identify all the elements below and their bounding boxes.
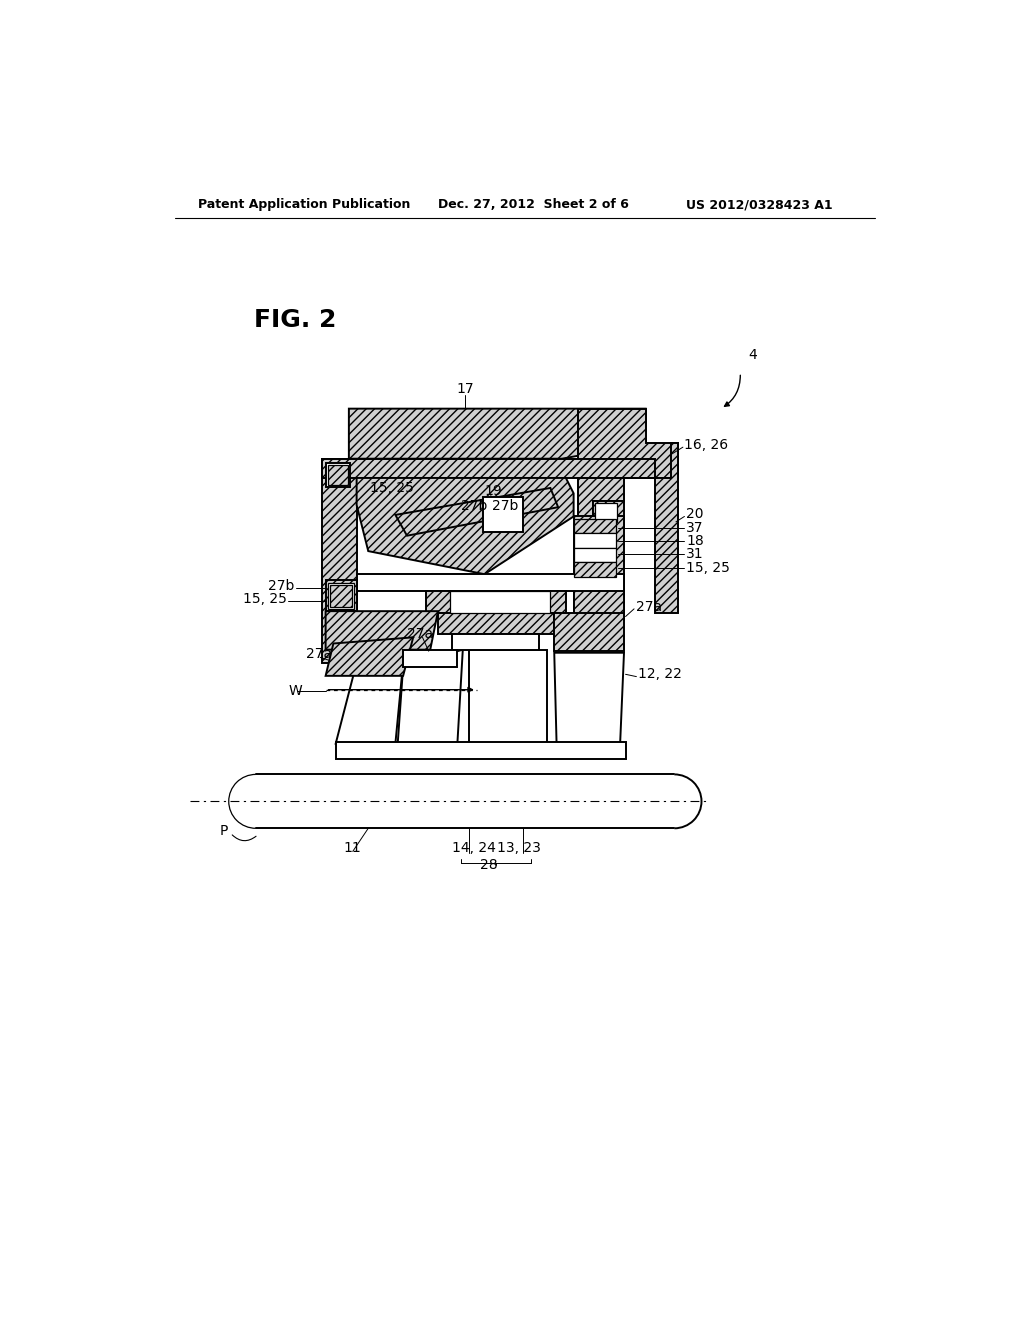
Polygon shape [356, 478, 573, 574]
Polygon shape [336, 663, 403, 743]
Polygon shape [578, 409, 678, 478]
Text: 27b: 27b [493, 499, 518, 513]
Text: 16, 26: 16, 26 [684, 438, 728, 451]
Polygon shape [438, 612, 554, 635]
Text: 17: 17 [457, 383, 474, 396]
Polygon shape [326, 611, 438, 649]
Text: 15, 25: 15, 25 [370, 480, 414, 495]
Text: US 2012/0328423 A1: US 2012/0328423 A1 [686, 198, 833, 211]
Text: 12, 22: 12, 22 [638, 668, 682, 681]
Polygon shape [578, 478, 624, 520]
Bar [452, 635, 539, 649]
Bar [403, 649, 458, 667]
FancyArrowPatch shape [725, 375, 740, 407]
Bar [573, 562, 616, 577]
Text: 27a: 27a [306, 647, 333, 660]
Text: 4: 4 [748, 347, 757, 362]
Polygon shape [322, 459, 356, 663]
Bar [573, 548, 616, 562]
Polygon shape [326, 638, 414, 676]
Polygon shape [573, 516, 624, 620]
Bar [336, 742, 627, 759]
Text: 15, 25: 15, 25 [243, 591, 287, 606]
Polygon shape [395, 488, 558, 536]
Polygon shape [322, 459, 655, 478]
Polygon shape [397, 649, 463, 743]
Text: Patent Application Publication: Patent Application Publication [198, 198, 411, 211]
Bar [328, 582, 354, 609]
Text: P: P [219, 824, 227, 838]
Text: 27b: 27b [461, 499, 487, 513]
Bar [326, 581, 356, 611]
Polygon shape [349, 409, 646, 459]
Text: 27b: 27b [268, 578, 295, 593]
Text: 13, 23: 13, 23 [497, 841, 541, 855]
Text: 14, 24: 14, 24 [452, 841, 496, 855]
Text: Dec. 27, 2012  Sheet 2 of 6: Dec. 27, 2012 Sheet 2 of 6 [438, 198, 629, 211]
Bar [469, 649, 547, 743]
Text: 11: 11 [344, 841, 361, 854]
Polygon shape [624, 444, 678, 612]
Bar [328, 465, 348, 484]
Polygon shape [554, 653, 624, 743]
Text: W: W [289, 684, 302, 698]
Bar [450, 591, 550, 612]
Text: 15, 25: 15, 25 [686, 561, 730, 576]
Text: 20: 20 [686, 507, 703, 521]
Bar [356, 574, 624, 591]
Text: 28: 28 [479, 858, 498, 873]
Bar [326, 462, 350, 487]
Polygon shape [593, 502, 624, 528]
Text: 18: 18 [686, 535, 703, 548]
Bar [483, 498, 523, 532]
Polygon shape [554, 612, 624, 651]
Text: 19: 19 [484, 484, 502, 498]
Bar [573, 519, 616, 532]
Polygon shape [573, 577, 624, 620]
Bar [573, 533, 616, 548]
Bar [595, 503, 617, 521]
Text: FIG. 2: FIG. 2 [254, 308, 337, 333]
Bar [331, 585, 352, 607]
Text: 27a: 27a [407, 627, 433, 642]
Polygon shape [426, 591, 566, 612]
Text: 37: 37 [686, 521, 703, 535]
Text: 27a: 27a [636, 599, 662, 614]
FancyArrowPatch shape [232, 836, 256, 841]
Text: 31: 31 [686, 548, 703, 561]
